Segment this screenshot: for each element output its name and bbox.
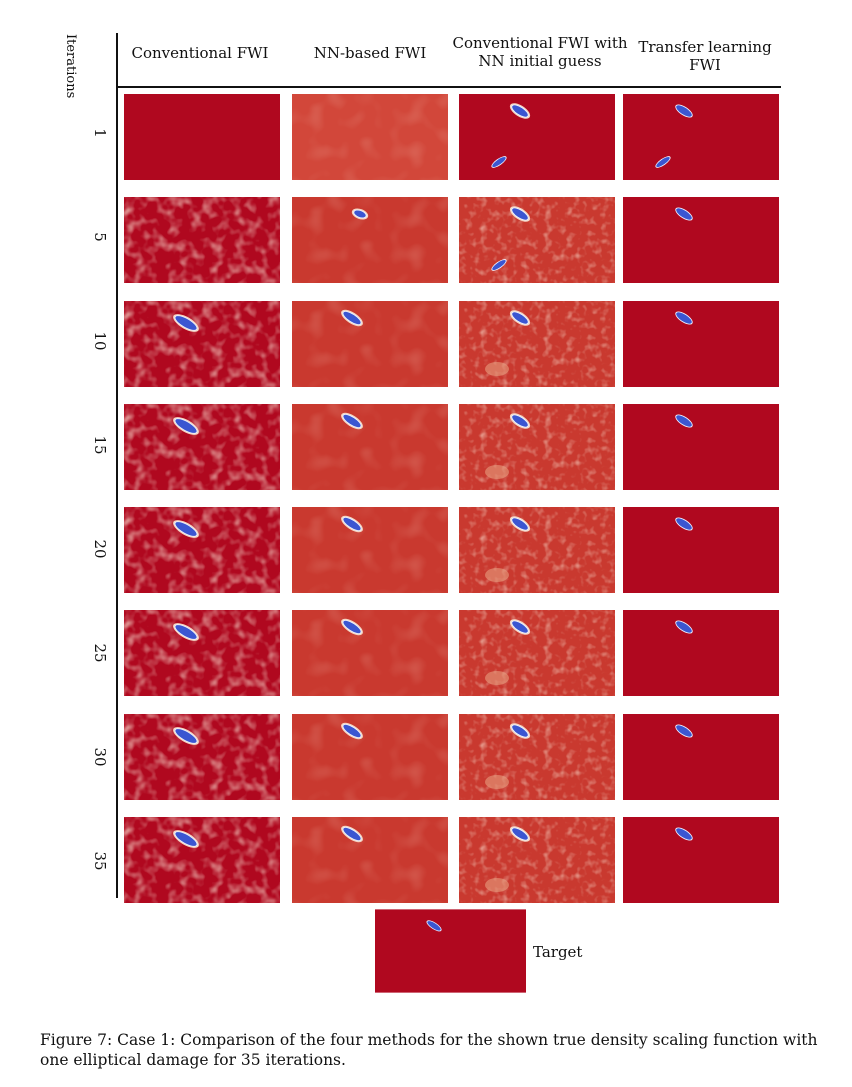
panel-conv-nn-guess-iter-35 (459, 817, 615, 903)
column-header-conventional-fwi: Conventional FWI (131, 44, 269, 62)
panel-conv-nn-guess-iter-20 (459, 507, 615, 593)
panel-conv-nn-guess-iter-5 (459, 197, 615, 283)
target-panel (375, 909, 526, 993)
panel-conv-nn-guess-iter-30 (459, 714, 615, 800)
panel-conventional-iter-15 (124, 404, 280, 490)
panel-nn-based-iter-15 (292, 404, 448, 490)
panel-conventional-iter-1 (124, 94, 280, 180)
panel-conventional-iter-30 (124, 714, 280, 800)
column-header-conventional-nn-guess: Conventional FWI with NN initial guess (452, 34, 628, 70)
figure-caption: Figure 7: Case 1: Comparison of the four… (40, 1031, 818, 1069)
row-label-iter-20: 20 (91, 539, 109, 559)
panel-nn-based-iter-20 (292, 507, 448, 593)
row-label-iter-25: 25 (91, 643, 109, 663)
row-label-iter-1: 1 (91, 128, 109, 138)
row-label-iter-5: 5 (91, 232, 109, 242)
panel-transfer-iter-1 (623, 94, 779, 180)
panel-transfer-iter-15 (623, 404, 779, 490)
panel-nn-based-iter-1 (292, 94, 448, 180)
panel-conv-nn-guess-iter-25 (459, 610, 615, 696)
panel-transfer-iter-5 (623, 197, 779, 283)
panel-conv-nn-guess-iter-1 (459, 94, 615, 180)
column-header-nn-fwi: NN-based FWI (313, 44, 427, 62)
panel-transfer-iter-20 (623, 507, 779, 593)
row-label-iter-35: 35 (91, 851, 109, 871)
panel-nn-based-iter-10 (292, 301, 448, 387)
row-label-iter-15: 15 (91, 435, 109, 455)
vertical-axis-line (116, 33, 118, 898)
panel-conventional-iter-5 (124, 197, 280, 283)
panel-nn-based-iter-5 (292, 197, 448, 283)
panel-nn-based-iter-25 (292, 610, 448, 696)
panel-conventional-iter-25 (124, 610, 280, 696)
panel-nn-based-iter-35 (292, 817, 448, 903)
target-label: Target (533, 943, 583, 961)
panel-transfer-iter-25 (623, 610, 779, 696)
panel-transfer-iter-10 (623, 301, 779, 387)
column-header-transfer-learning: Transfer learning FWI (638, 38, 772, 74)
panel-transfer-iter-30 (623, 714, 779, 800)
panel-conventional-iter-10 (124, 301, 280, 387)
row-label-iter-10: 10 (91, 331, 109, 351)
panel-transfer-iter-35 (623, 817, 779, 903)
header-rule (116, 86, 781, 88)
panel-conventional-iter-35 (124, 817, 280, 903)
row-label-iter-30: 30 (91, 747, 109, 767)
iterations-axis-title: Iterations (63, 34, 78, 99)
panel-nn-based-iter-30 (292, 714, 448, 800)
panel-conventional-iter-20 (124, 507, 280, 593)
panel-conv-nn-guess-iter-10 (459, 301, 615, 387)
panel-conv-nn-guess-iter-15 (459, 404, 615, 490)
